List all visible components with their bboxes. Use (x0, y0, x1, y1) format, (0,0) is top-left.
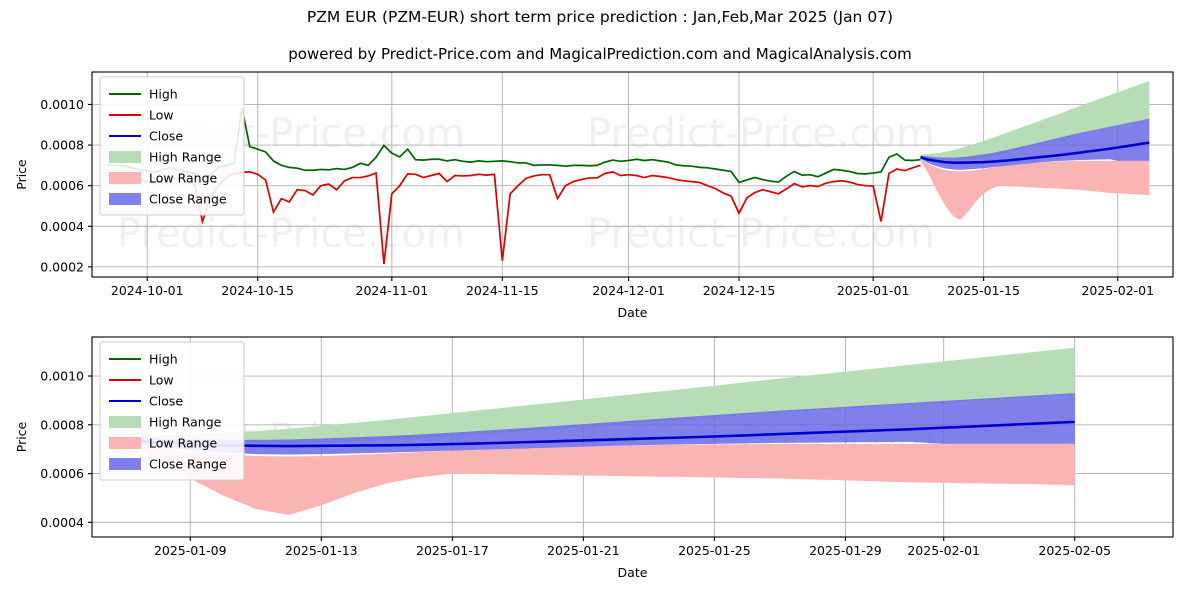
y-tick-label: 0.0004 (40, 515, 84, 530)
x-tick-label: 2025-01-17 (416, 543, 489, 558)
x-tick-label: 2024-12-15 (703, 283, 776, 298)
watermark-text: Predict-Price.com (587, 211, 935, 257)
y-tick-label: 0.0010 (40, 369, 84, 384)
x-axis-label: Date (618, 305, 648, 320)
x-tick-label: 2025-02-01 (907, 543, 980, 558)
watermark-group: Predict-Price.com Predict-Price.com Predic… (117, 111, 935, 257)
legend-label: Close (149, 394, 183, 409)
low-range-band (124, 441, 1075, 516)
x-tick-label: 2025-02-01 (1081, 283, 1154, 298)
close-range-band (920, 118, 1150, 170)
x-tick-label: 2025-01-25 (678, 543, 751, 558)
y-tick-label: 0.0006 (40, 466, 84, 481)
x-tick-label: 2024-11-01 (356, 283, 429, 298)
y-tick-label: 0.0004 (40, 219, 84, 234)
legend-item[interactable]: Low (109, 373, 174, 388)
legend-label: Low (149, 108, 174, 123)
x-tick-label: 2024-10-01 (111, 283, 184, 298)
y-tick-label: 0.0010 (40, 97, 84, 112)
legend-label: Close Range (149, 192, 227, 207)
low-range-band (920, 159, 1150, 221)
x-tick-label: 2024-12-01 (592, 283, 665, 298)
x-tick-label: 2025-02-05 (1038, 543, 1111, 558)
close-range-band (124, 393, 1075, 455)
legend-item[interactable]: Close Range (109, 192, 227, 207)
y-tick-label: 0.0002 (40, 259, 84, 274)
y-axis-label: Price (14, 159, 29, 190)
legend-label: Low Range (149, 171, 218, 186)
legend-band-swatch (109, 416, 141, 428)
legend-item[interactable]: Low (109, 108, 174, 123)
x-tick-label: 2024-11-15 (466, 283, 539, 298)
legend-item[interactable]: High Range (109, 415, 222, 430)
x-tick-label: 2025-01-15 (947, 283, 1020, 298)
plot-frame (91, 336, 1174, 538)
legend-band-swatch (109, 458, 141, 470)
legend-item[interactable]: High (109, 87, 178, 102)
legend-item[interactable]: Low Range (109, 171, 218, 186)
x-tick-label: 2025-01-01 (837, 283, 910, 298)
plot-frame (91, 71, 1174, 278)
legend-item[interactable]: Low Range (109, 436, 218, 451)
legend-label: High Range (149, 415, 222, 430)
x-axis-label: Date (618, 565, 648, 580)
legend-label: High (149, 352, 178, 367)
legend-band-swatch (109, 172, 141, 184)
legend-item[interactable]: High Range (109, 150, 222, 165)
legend-band-swatch (109, 193, 141, 205)
x-tick-label: 2025-01-29 (809, 543, 882, 558)
legend-item[interactable]: Close (109, 129, 183, 144)
legend: High Low Close High Range Low Range Close Ran… (99, 341, 245, 481)
series-line-close (124, 420, 1075, 448)
x-tick-label: 2025-01-21 (547, 543, 620, 558)
chart-panel-top: Predict-Price.com Predict-Price.com Predic… (14, 71, 1174, 320)
chart-panel-bottom: Predict-Price.comPredict-Price.com0.0004… (14, 336, 1174, 580)
legend-label: Low Range (149, 436, 218, 451)
legend-band-swatch (109, 151, 141, 163)
legend-item[interactable]: Close Range (109, 457, 227, 472)
legend-item[interactable]: High (109, 352, 178, 367)
y-tick-label: 0.0006 (40, 178, 84, 193)
watermark-text: Predict-Price.com (587, 111, 935, 157)
x-tick-label: 2025-01-13 (285, 543, 358, 558)
legend-label: High (149, 87, 178, 102)
legend-band-swatch (109, 437, 141, 449)
y-axis-label: Price (14, 421, 29, 452)
legend-label: High Range (149, 150, 222, 165)
legend-item[interactable]: Close (109, 394, 183, 409)
grid-lines: 0.0002 0.0004 0.0006 0.0008 0.0010 2024-10-01… (40, 72, 1173, 298)
legend-label: Low (149, 373, 174, 388)
x-tick-label: 2025-01-09 (154, 543, 227, 558)
watermark-text: Predict-Price.com (117, 211, 465, 257)
legend-label: Close (149, 129, 183, 144)
x-tick-label: 2024-10-15 (221, 283, 294, 298)
series-line-close (920, 141, 1150, 165)
legend: High Low Close High Range Low Range Close Ran… (99, 76, 245, 216)
page-subtitle: powered by Predict-Price.com and Magical… (288, 45, 912, 63)
legend-label: Close Range (149, 457, 227, 472)
y-tick-label: 0.0008 (40, 138, 84, 153)
page-title: PZM EUR (PZM-EUR) short term price predi… (306, 8, 894, 26)
y-tick-label: 0.0008 (40, 417, 84, 432)
